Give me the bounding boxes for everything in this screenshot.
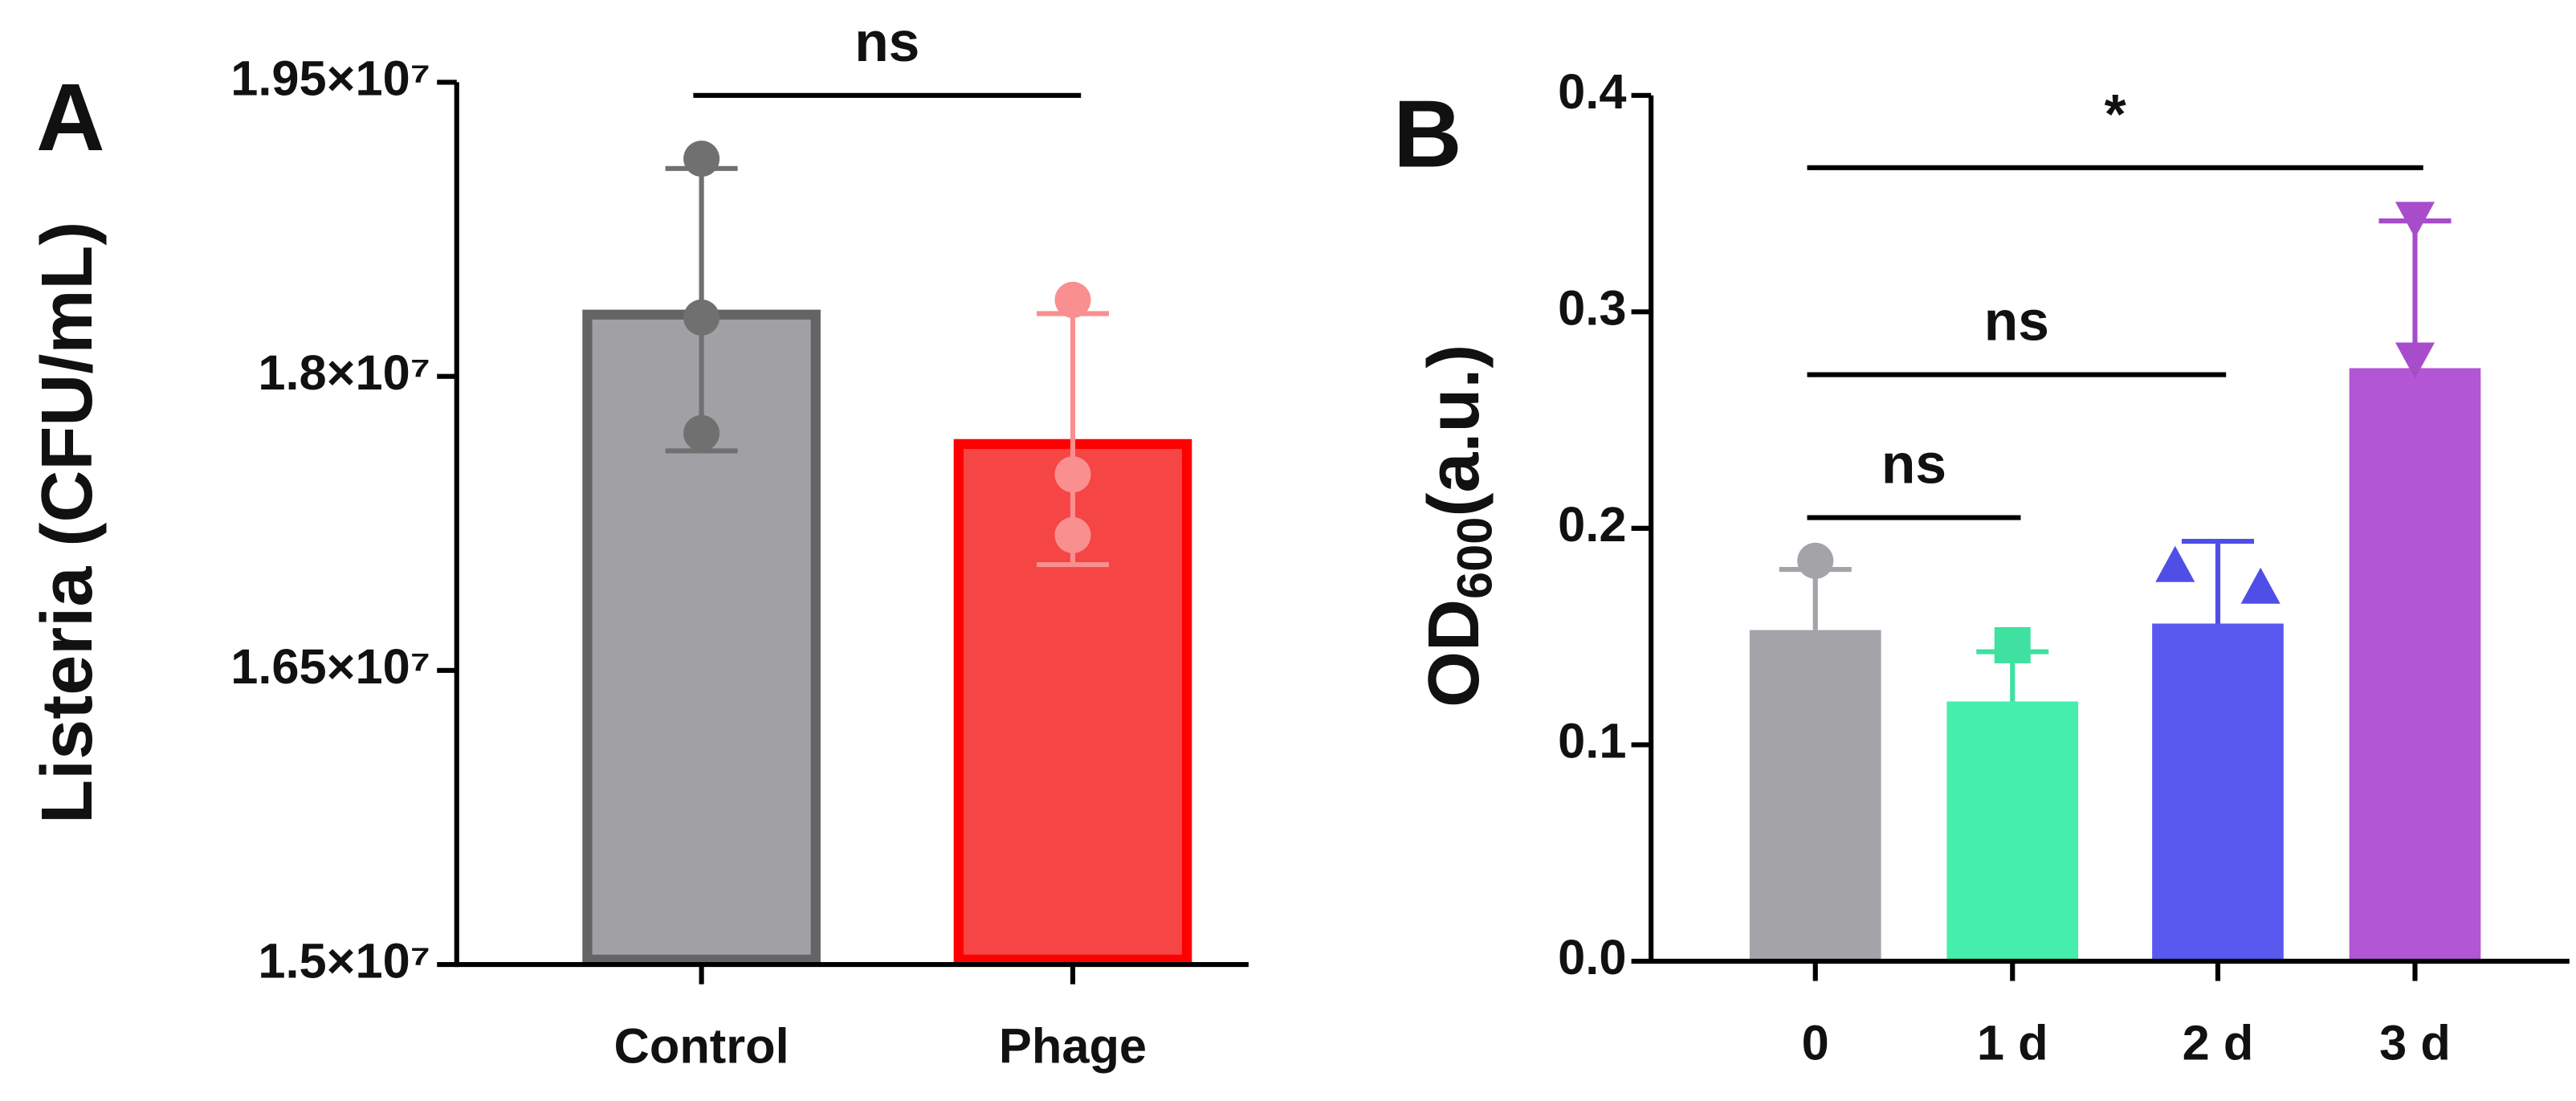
data-point bbox=[683, 141, 720, 177]
y-tick-label: 1.8×10⁷ bbox=[258, 345, 430, 401]
significance-label: ns bbox=[854, 10, 919, 73]
y-tick-label: 1.5×10⁷ bbox=[258, 933, 430, 989]
data-point bbox=[1054, 516, 1091, 553]
data-point bbox=[683, 299, 720, 336]
significance-label: ns bbox=[1984, 290, 2049, 353]
y-axis-label-sub: 600 bbox=[1448, 517, 1503, 599]
x-tick-label: 0 bbox=[1802, 1016, 1829, 1071]
significance-label: ns bbox=[1881, 433, 1946, 495]
y-axis-label: Listeria (CFU/mL) bbox=[27, 222, 108, 824]
data-point bbox=[2240, 567, 2280, 604]
bar bbox=[1946, 701, 2079, 961]
data-point bbox=[683, 414, 720, 451]
data-point bbox=[2395, 342, 2435, 379]
y-tick-label: 0.4 bbox=[1558, 64, 1626, 120]
x-tick-label: Phage bbox=[999, 1019, 1147, 1074]
data-point bbox=[1994, 626, 2031, 663]
panel-label: A bbox=[36, 65, 105, 171]
data-point bbox=[1054, 281, 1091, 318]
bar bbox=[2349, 368, 2481, 961]
data-point bbox=[2155, 545, 2195, 582]
data-point bbox=[2395, 202, 2435, 239]
y-axis-label-suffix: (a.u.) bbox=[1414, 345, 1494, 517]
y-tick-label: 0.2 bbox=[1558, 497, 1626, 553]
x-tick-label: Control bbox=[614, 1019, 789, 1074]
y-tick-label: 1.95×10⁷ bbox=[230, 51, 430, 107]
y-axis-label-main: OD bbox=[1414, 599, 1494, 707]
x-tick-label: 2 d bbox=[2183, 1016, 2254, 1071]
y-axis-label: OD600(a.u.) bbox=[1414, 345, 1503, 707]
significance-label: * bbox=[2105, 83, 2126, 145]
bar bbox=[2152, 623, 2284, 961]
y-tick-label: 0.3 bbox=[1558, 281, 1626, 336]
data-point bbox=[1054, 456, 1091, 493]
x-tick-label: 1 d bbox=[1977, 1016, 2048, 1071]
y-tick-label: 1.65×10⁷ bbox=[230, 639, 430, 695]
y-tick-label: 0.1 bbox=[1558, 714, 1626, 769]
bar bbox=[1749, 630, 1881, 961]
data-point bbox=[1797, 542, 1834, 579]
panel-label: B bbox=[1393, 81, 1462, 187]
x-tick-label: 3 d bbox=[2379, 1016, 2451, 1071]
y-tick-label: 0.0 bbox=[1558, 930, 1626, 985]
